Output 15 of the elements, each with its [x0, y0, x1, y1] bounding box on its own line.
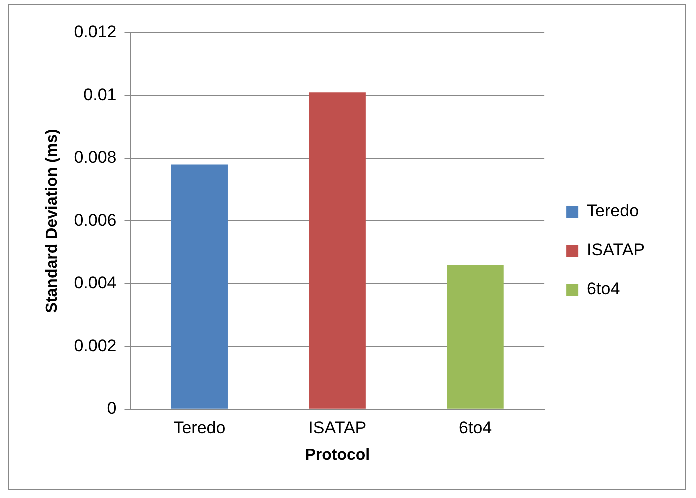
y-axis-title: Standard Deviation (ms) — [44, 129, 62, 314]
y-tick-label: 0.012 — [74, 22, 117, 42]
y-tick-label: 0.004 — [74, 274, 117, 293]
legend-label: 6to4 — [587, 280, 620, 299]
legend-label: Teredo — [587, 202, 640, 221]
y-tick-label: 0.006 — [74, 210, 117, 230]
y-tick-label: 0 — [107, 399, 117, 418]
y-tick-label: 0.01 — [84, 85, 117, 104]
y-tick-label: 0.008 — [74, 148, 117, 168]
x-tick-label: ISATAP — [308, 418, 367, 438]
y-tick-label: 0.002 — [74, 336, 117, 356]
x-axis-title: Protocol — [305, 446, 370, 464]
legend-label: ISATAP — [587, 240, 646, 260]
x-tick-label: Teredo — [174, 418, 226, 438]
x-tick-label: 6to4 — [459, 418, 492, 438]
